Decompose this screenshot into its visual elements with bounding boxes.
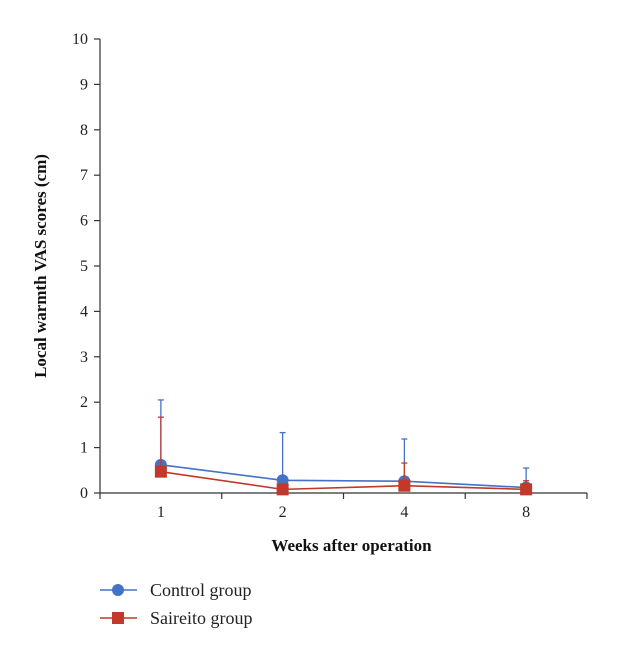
data-point	[154, 465, 167, 478]
series-line	[160, 464, 527, 489]
y-tick-label: 5	[80, 258, 88, 275]
x-tick-label: 8	[522, 504, 530, 521]
y-tick-label: 7	[80, 167, 88, 184]
x-tick-label: 2	[279, 504, 287, 521]
data-point	[276, 474, 289, 487]
x-tick-label: 1	[157, 504, 165, 521]
y-tick-label: 8	[80, 122, 88, 139]
legend-marker	[112, 612, 124, 624]
legend: Control group Saireito group	[100, 580, 252, 628]
legend-marker	[112, 584, 124, 596]
y-tick-label: 10	[72, 31, 88, 48]
data-point	[276, 483, 289, 496]
y-tick-label: 2	[80, 394, 88, 411]
x-axis-title: Weeks after operation	[271, 536, 432, 555]
y-tick-label: 6	[80, 213, 88, 230]
data-point	[398, 479, 411, 492]
legend-item: Control group	[100, 580, 252, 600]
y-tick-label: 1	[80, 440, 88, 457]
legend-label: Control group	[150, 580, 252, 600]
y-axis-ticks: 0 1 2 3 4 5 6 7 8 9 10	[72, 31, 100, 502]
series-layer	[154, 399, 533, 496]
y-axis-title: Local warmth VAS scores (cm)	[31, 154, 50, 378]
y-tick-label: 9	[80, 76, 88, 93]
series-line	[160, 470, 527, 491]
data-point	[520, 483, 533, 496]
y-tick-label: 3	[80, 349, 88, 366]
x-tick-label: 4	[400, 504, 408, 521]
series-1	[154, 416, 533, 496]
y-tick-label: 4	[80, 303, 88, 320]
legend-item: Saireito group	[100, 608, 252, 628]
legend-label: Saireito group	[150, 608, 252, 628]
x-axis-ticks: 1 2 4 8	[99, 493, 588, 521]
y-tick-label: 0	[80, 485, 88, 502]
